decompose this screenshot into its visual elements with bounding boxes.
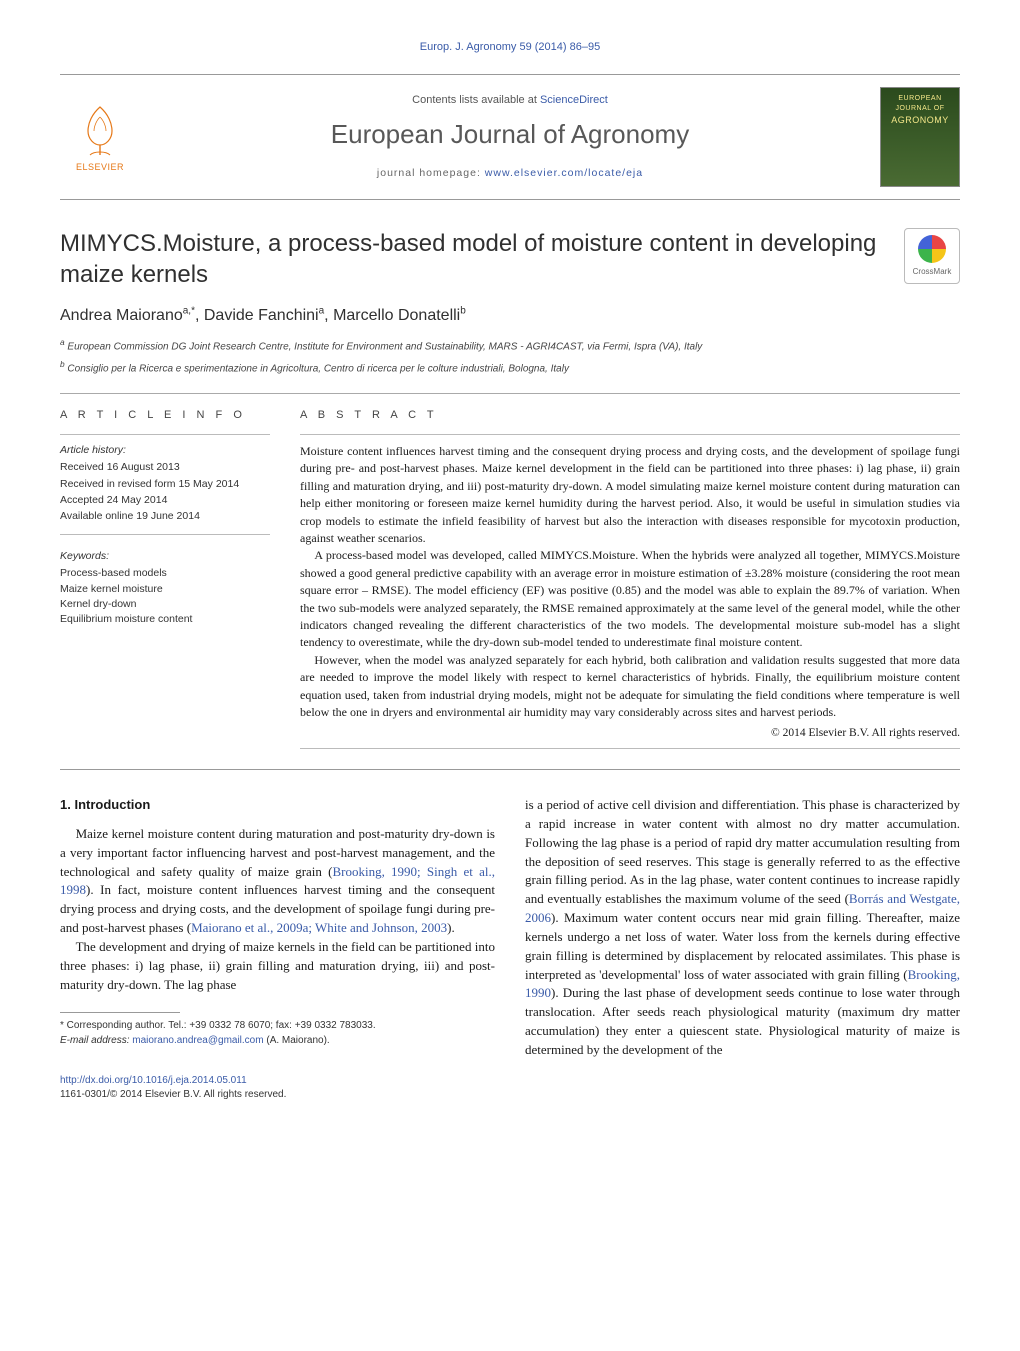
info-abstract-row: a r t i c l e i n f o Article history: R… (60, 408, 960, 749)
citation-link[interactable]: Maiorano et al., 2009a; White and Johnso… (191, 920, 447, 935)
email-who: (A. Maiorano). (266, 1035, 329, 1046)
journal-homepage-line: journal homepage: www.elsevier.com/locat… (140, 166, 880, 181)
abstract-paragraph-3: However, when the model was analyzed sep… (300, 652, 960, 722)
journal-title: European Journal of Agronomy (140, 116, 880, 154)
crossmark-icon (918, 235, 946, 263)
masthead: ELSEVIER Contents lists available at Sci… (60, 74, 960, 200)
abstract-paragraph-1: Moisture content influences harvest timi… (300, 443, 960, 547)
article-page: Europ. J. Agronomy 59 (2014) 86–95 ELSEV… (0, 0, 1020, 1133)
sciencedirect-link[interactable]: ScienceDirect (540, 94, 608, 106)
email-line: E-mail address: maiorano.andrea@gmail.co… (60, 1034, 495, 1049)
divider (300, 748, 960, 749)
affiliation-a-text: European Commission DG Joint Research Ce… (67, 341, 702, 352)
body-p1-post: ). (447, 920, 455, 935)
elsevier-tree-icon (70, 99, 130, 159)
keywords-label: Keywords: (60, 549, 270, 564)
email-label: E-mail address: (60, 1035, 129, 1046)
corresponding-author-footnote: * Corresponding author. Tel.: +39 0332 7… (60, 1019, 495, 1048)
article-info-column: a r t i c l e i n f o Article history: R… (60, 408, 270, 749)
section-title: Introduction (74, 797, 150, 812)
body-p3-pre: is a period of active cell division and … (525, 797, 960, 906)
keyword-3: Equilibrium moisture content (60, 612, 270, 627)
body-paragraph-1: Maize kernel moisture content during mat… (60, 825, 495, 938)
history-received: Received 16 August 2013 (60, 460, 270, 475)
abstract-copyright: © 2014 Elsevier B.V. All rights reserved… (300, 725, 960, 742)
journal-reference: Europ. J. Agronomy 59 (2014) 86–95 (60, 40, 960, 56)
divider (60, 534, 270, 535)
author-2-sup: a (319, 306, 325, 317)
section-number: 1. (60, 797, 71, 812)
divider (60, 393, 960, 394)
homepage-prefix: journal homepage: (377, 167, 485, 179)
publisher-logo-block: ELSEVIER (60, 99, 140, 174)
history-revised: Received in revised form 15 May 2014 (60, 477, 270, 492)
title-row: MIMYCS.Moisture, a process-based model o… (60, 228, 960, 290)
keyword-1: Maize kernel moisture (60, 582, 270, 597)
journal-cover-thumbnail: EUROPEAN JOURNAL OF AGRONOMY (880, 87, 960, 187)
cover-text-top: EUROPEAN JOURNAL OF (881, 94, 959, 114)
affiliation-b: b Consiglio per la Ricerca e sperimentaz… (60, 358, 960, 377)
affiliation-b-text: Consiglio per la Ricerca e sperimentazio… (67, 364, 569, 375)
article-info-heading: a r t i c l e i n f o (60, 408, 270, 424)
article-title: MIMYCS.Moisture, a process-based model o… (60, 228, 904, 290)
corr-author-line: * Corresponding author. Tel.: +39 0332 7… (60, 1019, 495, 1034)
keyword-0: Process-based models (60, 566, 270, 581)
divider (300, 434, 960, 435)
publisher-name: ELSEVIER (76, 161, 124, 174)
keyword-2: Kernel dry-down (60, 597, 270, 612)
contents-lists-line: Contents lists available at ScienceDirec… (140, 93, 880, 109)
abstract-paragraph-2: A process-based model was developed, cal… (300, 547, 960, 651)
author-2: Davide Fanchini (204, 307, 319, 324)
section-1-heading: 1. Introduction (60, 796, 495, 815)
body-p3-mid: ). Maximum water content occurs near mid… (525, 910, 960, 982)
contents-prefix: Contents lists available at (412, 94, 540, 106)
masthead-center: Contents lists available at ScienceDirec… (140, 93, 880, 182)
history-accepted: Accepted 24 May 2014 (60, 493, 270, 508)
footnote-separator (60, 1012, 180, 1013)
article-history-label: Article history: (60, 443, 270, 458)
author-1-sup: a,* (183, 306, 195, 317)
crossmark-label: CrossMark (913, 266, 952, 278)
abstract-heading: a b s t r a c t (300, 408, 960, 424)
cover-text-bottom: AGRONOMY (881, 114, 959, 127)
email-link[interactable]: maiorano.andrea@gmail.com (132, 1035, 263, 1046)
divider (60, 434, 270, 435)
author-list: Andrea Maioranoa,*, Davide Fanchinia, Ma… (60, 304, 960, 327)
author-3: Marcello Donatelli (333, 307, 460, 324)
doi-link[interactable]: http://dx.doi.org/10.1016/j.eja.2014.05.… (60, 1075, 247, 1086)
author-3-sup: b (460, 306, 466, 317)
doi-block: http://dx.doi.org/10.1016/j.eja.2014.05.… (60, 1074, 960, 1103)
history-online: Available online 19 June 2014 (60, 509, 270, 524)
affiliation-a: a European Commission DG Joint Research … (60, 336, 960, 355)
body-paragraph-3: is a period of active cell division and … (525, 796, 960, 1060)
abstract-column: a b s t r a c t Moisture content influen… (300, 408, 960, 749)
crossmark-badge[interactable]: CrossMark (904, 228, 960, 284)
cover-text: EUROPEAN JOURNAL OF AGRONOMY (881, 94, 959, 127)
journal-homepage-link[interactable]: www.elsevier.com/locate/eja (485, 167, 643, 179)
body-p3-post: ). During the last phase of development … (525, 985, 960, 1057)
issn-copyright-line: 1161-0301/© 2014 Elsevier B.V. All right… (60, 1088, 960, 1103)
author-1: Andrea Maiorano (60, 307, 183, 324)
body-two-column: 1. Introduction Maize kernel moisture co… (60, 796, 960, 1060)
divider (60, 769, 960, 770)
body-paragraph-2: The development and drying of maize kern… (60, 938, 495, 995)
